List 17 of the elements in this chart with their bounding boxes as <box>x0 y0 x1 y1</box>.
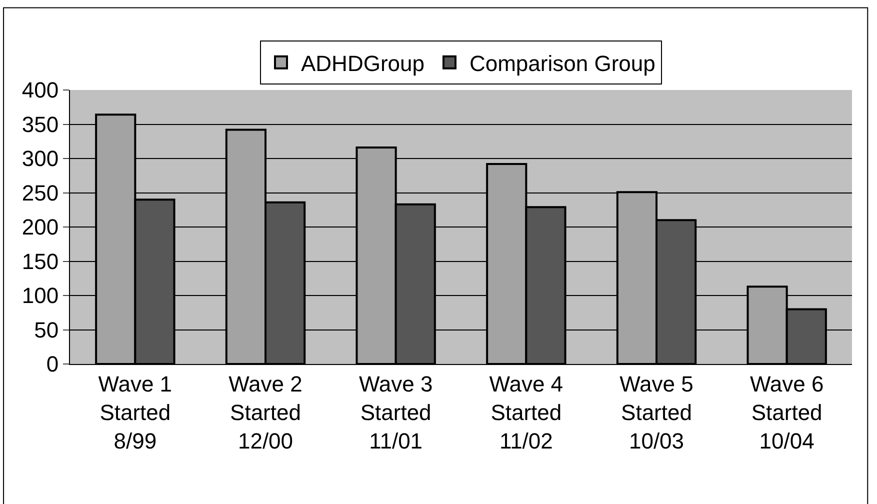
x-tick-label: Wave 5 Started 10/03 <box>620 371 694 454</box>
y-tick-label: 350 <box>22 112 59 137</box>
y-tick-label: 300 <box>22 146 59 172</box>
y-tick-label: 150 <box>22 248 59 274</box>
y-tick-label: 50 <box>34 317 59 342</box>
x-tick-label: Wave 3 Started 11/01 <box>358 371 433 454</box>
x-tick-label: Wave 2 Started 12/00 <box>228 371 302 454</box>
y-tick-label: 100 <box>22 283 59 308</box>
y-tick-label: 400 <box>22 78 59 103</box>
y-tick-label: 250 <box>22 180 59 206</box>
y-tick-label: 0 <box>46 352 59 377</box>
x-tick-label: Wave 6 Started 10/04 <box>750 371 824 454</box>
x-tick-label: Wave 4 Started 11/02 <box>489 371 564 454</box>
legend-label: Comparison Group <box>469 50 656 76</box>
x-tick-label: Wave 1 Started 8/99 <box>98 371 172 454</box>
y-tick-label: 200 <box>22 214 59 240</box>
legend-label: ADHDGroup <box>301 50 424 76</box>
